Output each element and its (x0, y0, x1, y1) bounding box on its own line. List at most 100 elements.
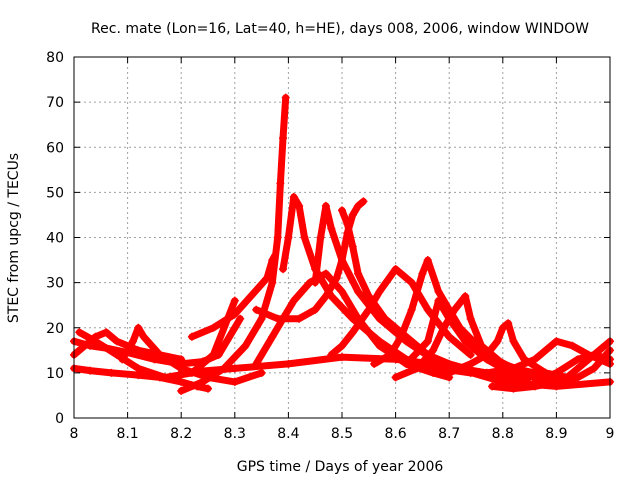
data-point-sat-n (434, 287, 443, 296)
data-point-sat-j (348, 210, 357, 219)
series-trace-sat-l (327, 265, 475, 359)
series-trace-sat-f (177, 94, 290, 395)
data-point-sat-d (134, 364, 143, 373)
axis-ticks: 8 8.1 8.2 8.3 8.4 8.5 8.6 8.7 8.8 8.9 9 0 10 20 30 40 50… (46, 50, 614, 442)
data-point-sat-n (418, 269, 427, 278)
data-point-sat-q (493, 337, 502, 346)
data-point-sat-r (552, 337, 561, 346)
data-point-sat-d (91, 337, 100, 346)
data-point-sat-g (268, 256, 277, 265)
data-point-sat-g (262, 274, 271, 283)
data-point-sat-q (445, 368, 454, 377)
data-point-sat-m (338, 206, 346, 215)
data-point-sat-o (477, 341, 486, 350)
data-point-sat-l (466, 350, 475, 359)
data-point-sat-m (364, 292, 373, 301)
data-point-sat-u (520, 368, 529, 377)
data-point-sat-e (118, 355, 127, 364)
data-point-sat-n (455, 323, 464, 332)
x-tick-label: 8 (70, 426, 79, 442)
x-tick-label: 8.6 (384, 426, 406, 442)
y-tick-label: 10 (46, 366, 64, 382)
data-point-sat-r (455, 364, 464, 373)
data-point-sat-d (209, 350, 218, 359)
data-point-sat-l (423, 305, 432, 314)
data-point-sat-d (187, 368, 196, 377)
data-point-sat-b (150, 355, 159, 364)
data-point-sat-i (289, 192, 298, 201)
y-tick-label: 60 (46, 140, 64, 156)
data-point-sat-q (504, 319, 513, 328)
data-point-sat-n (407, 305, 416, 314)
data-point-sat-m (343, 219, 352, 228)
data-point-sat-t (552, 377, 561, 386)
data-point-sat-c (102, 328, 111, 337)
data-point-sat-v (530, 377, 539, 386)
data-point-sat-s (338, 353, 346, 362)
data-point-sat-j (343, 228, 352, 237)
data-point-sat-b (236, 314, 245, 323)
data-point-sat-u (563, 373, 572, 382)
data-point-sat-j (321, 292, 330, 301)
data-point-sat-f (241, 341, 250, 350)
data-point-sat-v (573, 355, 582, 364)
data-point-sat-s (230, 364, 239, 373)
data-point-sat-h (252, 359, 261, 368)
data-point-sat-a (204, 384, 212, 393)
data-point-sat-m (348, 242, 357, 251)
data-point-sat-c (177, 355, 186, 364)
data-point-sat-g (230, 310, 239, 319)
data-point-sat-e (128, 337, 137, 346)
y-tick-label: 70 (46, 95, 64, 111)
data-point-sat-p (402, 359, 411, 368)
data-point-sat-l (327, 350, 336, 359)
data-point-sat-p (536, 373, 545, 382)
data-point-sat-k (316, 233, 325, 242)
gridlines (74, 57, 610, 418)
y-tick-label: 80 (46, 50, 64, 66)
data-point-sat-m (380, 314, 389, 323)
data-point-sat-j (354, 201, 363, 210)
data-point-sat-d (75, 328, 84, 337)
data-point-sat-j (273, 314, 282, 323)
data-point-sat-t (589, 364, 598, 373)
data-point-sat-f (281, 93, 290, 102)
data-point-sat-n (396, 332, 405, 341)
data-point-sat-f (198, 377, 207, 386)
data-point-sat-j (311, 305, 320, 314)
y-tick-label: 30 (46, 276, 64, 292)
data-point-sat-t (509, 384, 518, 393)
data-point-sat-m (423, 350, 432, 359)
data-point-sat-h (338, 287, 346, 296)
data-point-sat-n (423, 256, 432, 265)
data-point-sat-o (413, 364, 422, 373)
data-point-sat-s (445, 362, 454, 371)
x-tick-label: 8.2 (170, 426, 192, 442)
data-point-sat-b (198, 357, 207, 366)
chart-title: Rec. mate (Lon=16, Lat=40, h=HE), days 0… (91, 21, 589, 37)
y-tick-label: 50 (46, 185, 64, 201)
data-point-sat-k (311, 278, 320, 287)
data-point-sat-o (450, 305, 459, 314)
data-point-sat-q (466, 359, 475, 368)
data-point-sat-l (407, 278, 416, 287)
data-point-sat-f (273, 233, 282, 242)
data-point-sat-k (509, 373, 518, 382)
x-tick-label: 8.9 (545, 426, 567, 442)
data-point-sat-d (230, 296, 239, 305)
data-point-sat-i (300, 233, 309, 242)
data-point-sat-s (498, 377, 507, 386)
data-point-sat-f (220, 364, 229, 373)
data-point-sat-a (177, 377, 186, 386)
data-point-sat-o (466, 314, 475, 323)
y-tick-label: 20 (46, 321, 64, 337)
data-point-sat-e (155, 350, 164, 359)
data-point-sat-g (271, 251, 279, 260)
series-trace-sat-q (445, 319, 571, 381)
data-point-sat-o (429, 346, 438, 355)
data-point-sat-f (257, 314, 266, 323)
data-point-sat-r (568, 341, 577, 350)
data-point-sat-k (354, 287, 363, 296)
data-point-sat-c (80, 341, 89, 350)
